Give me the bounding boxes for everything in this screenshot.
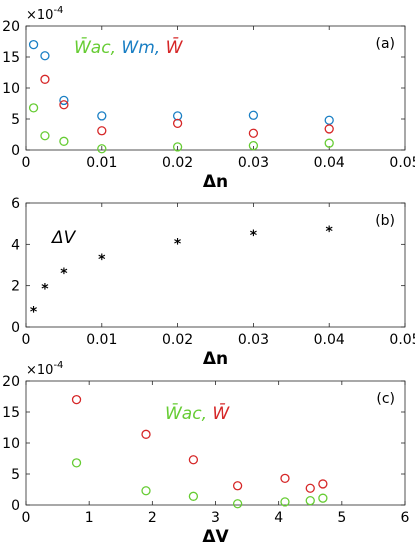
data-point: * — [174, 236, 182, 252]
panel-b: 00.010.020.030.040.050246Δn(b)ΔV******* — [11, 196, 415, 369]
y-tick-label: 20 — [2, 19, 20, 35]
x-tick-label: 0.04 — [314, 155, 345, 171]
x-tick-label: 0.01 — [86, 155, 117, 171]
annotation-label: ΔV — [50, 228, 77, 248]
x-tick-label: 1 — [85, 510, 94, 526]
x-tick-label: 2 — [148, 510, 157, 526]
plot-frame — [25, 202, 406, 328]
data-point — [318, 479, 328, 489]
data-point — [97, 144, 107, 154]
data-point — [97, 111, 107, 121]
x-tick-label: 0.03 — [238, 332, 269, 348]
y-tick-label: 0 — [11, 498, 20, 514]
y-tick-label: 5 — [11, 112, 20, 128]
y-tick-label: 15 — [2, 50, 20, 66]
x-tick-label: 0.03 — [238, 155, 269, 171]
data-point — [71, 458, 82, 468]
y-tick-label: 15 — [2, 405, 20, 421]
data-point: * — [326, 224, 334, 240]
data-point — [59, 136, 69, 146]
x-tick-label: 0 — [22, 510, 31, 526]
legend-entry: W̄ac, — [165, 402, 212, 424]
y-tick-label: 10 — [2, 81, 20, 97]
panel-label: (c) — [376, 391, 395, 407]
data-point — [248, 128, 259, 138]
data-point — [232, 481, 243, 491]
data-point — [172, 118, 183, 128]
data-point — [28, 39, 39, 50]
data-point — [324, 124, 334, 134]
legend: W̄ac, Wm, W̄ — [74, 36, 184, 58]
panel-label: (b) — [375, 213, 395, 229]
data-point: * — [41, 282, 49, 298]
scale-exponent-label: ×10-4 — [26, 5, 63, 23]
x-tick-label: 0.01 — [86, 332, 117, 348]
data-point — [28, 103, 39, 113]
y-tick-label: 0 — [11, 143, 20, 159]
x-tick-label: 4 — [274, 510, 283, 526]
x-axis-label: Δn — [203, 349, 228, 369]
legend-entry: Wm, — [121, 38, 165, 58]
data-point — [248, 110, 259, 120]
y-tick-label: 20 — [2, 374, 20, 390]
data-point — [324, 115, 334, 125]
panel-label: (a) — [375, 36, 395, 52]
x-tick-label: 0.05 — [389, 332, 415, 348]
data-point — [59, 100, 69, 110]
x-tick-label: 0 — [22, 155, 31, 171]
data-point: * — [60, 266, 68, 282]
y-tick-label: 0 — [11, 320, 20, 336]
x-tick-label: 0.02 — [162, 332, 193, 348]
data-point — [248, 141, 259, 151]
legend-entry: W̄ — [212, 402, 230, 424]
data-point — [59, 95, 69, 106]
y-tick-label: 4 — [11, 237, 20, 253]
x-tick-label: 0.05 — [389, 155, 415, 171]
data-point — [280, 473, 290, 483]
legend: W̄ac, W̄ — [165, 402, 230, 424]
data-point — [318, 493, 328, 503]
data-point — [40, 131, 50, 141]
data-point — [305, 496, 315, 506]
x-tick-label: 3 — [211, 510, 220, 526]
data-point — [40, 51, 50, 61]
data-point — [280, 497, 290, 507]
data-point: * — [30, 304, 38, 320]
data-point — [97, 126, 107, 136]
y-tick-label: 2 — [11, 279, 20, 295]
y-tick-label: 5 — [11, 467, 20, 483]
data-point — [172, 142, 183, 152]
data-point — [40, 74, 50, 84]
data-point — [188, 455, 199, 465]
panel-a: 0 0.01 0.02 0.03 0.04 0.05 0 5 10 15 20 Δn ×10-4 (a) W… — [2, 5, 415, 192]
data-point — [232, 499, 243, 509]
data-point — [141, 486, 151, 496]
x-tick-label: 6 — [401, 510, 410, 526]
x-tick-label: 0.02 — [162, 155, 193, 171]
data-point — [71, 394, 82, 405]
x-tick-label: 0.04 — [314, 332, 345, 348]
data-point: * — [250, 228, 258, 244]
x-axis-label: ΔV — [202, 527, 229, 547]
plot-frame — [25, 380, 406, 506]
data-point — [188, 491, 199, 501]
data-point: * — [98, 252, 106, 268]
x-axis-label: Δn — [203, 172, 228, 192]
data-point — [324, 138, 334, 148]
y-tick-label: 6 — [11, 196, 20, 212]
panel-c: 0 1 2 3 4 5 6 0 5 10 15 20 ΔV ×10-4 (c) W̄ac, W̄ — [2, 360, 409, 547]
legend-entry: W̄ac, — [74, 36, 121, 58]
scale-exponent-label: ×10-4 — [26, 360, 63, 378]
data-point — [305, 483, 315, 493]
legend-entry: W̄ — [166, 36, 184, 58]
y-tick-label: 10 — [2, 436, 20, 452]
data-point — [141, 429, 151, 439]
x-tick-label: 5 — [337, 510, 346, 526]
x-tick-label: 0 — [22, 332, 31, 348]
